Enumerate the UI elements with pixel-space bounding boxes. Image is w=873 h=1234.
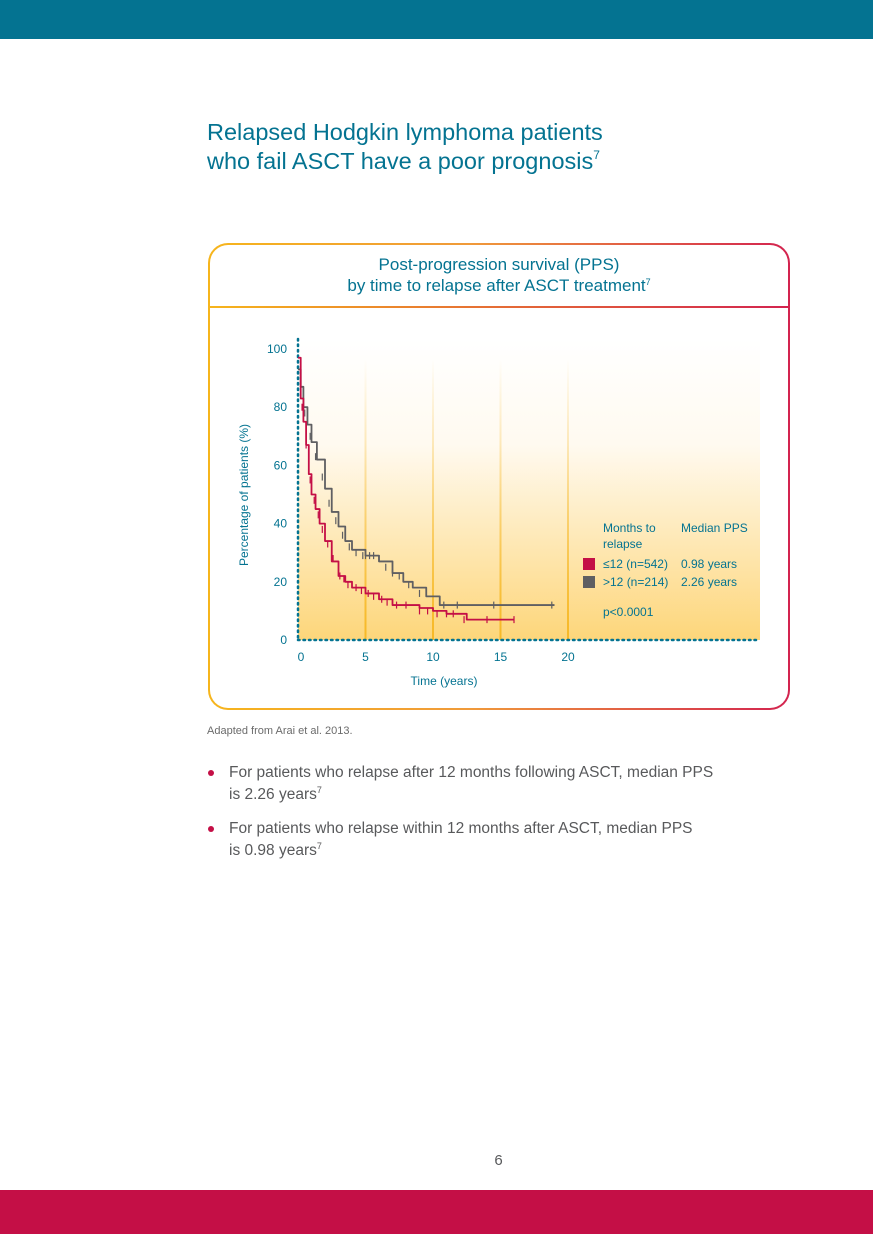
legend-header-months-line-2: relapse <box>603 537 643 551</box>
bullet-reference: 7 <box>316 785 322 795</box>
legend-header-median: Median PPS <box>681 521 748 535</box>
chart-panel: Post-progression survival (PPS) by time … <box>208 243 790 710</box>
source-note: Adapted from Arai et al. 2013. <box>207 725 353 737</box>
chart-title-line-2: by time to relapse after ASCT treatment <box>347 276 646 295</box>
chart-title-reference: 7 <box>645 277 651 287</box>
bottom-band <box>0 1190 873 1234</box>
y-axis-label: Percentage of patients (%) <box>237 424 251 566</box>
bullet-dot <box>208 826 214 832</box>
bullet-line-1: For patients who relapse after 12 months… <box>229 764 714 781</box>
legend-median-long-relapse: 2.26 years <box>681 575 737 589</box>
legend-label-long-relapse: >12 (n=214) <box>603 575 668 589</box>
legend-swatch-short-relapse <box>583 558 595 570</box>
legend-median-short-relapse: 0.98 years <box>681 557 737 571</box>
y-tick-label: 80 <box>274 400 288 414</box>
survival-chart: 0 20 40 60 80 100 0 5 10 15 20 Percentage of patie… <box>237 337 762 688</box>
bullet-item: For patients who relapse after 12 months… <box>207 762 767 806</box>
y-tick-label: 40 <box>274 517 288 531</box>
legend-swatch-long-relapse <box>583 576 595 588</box>
page-title: Relapsed Hodgkin lymphoma patients who f… <box>207 118 807 176</box>
x-tick-label: 20 <box>561 650 575 664</box>
bullet-line-2: is 0.98 years <box>229 842 317 859</box>
title-line-2: who fail ASCT have a poor prognosis <box>207 148 594 174</box>
bullet-dot <box>208 770 214 776</box>
x-gridline <box>364 359 367 640</box>
y-tick-label: 100 <box>267 342 287 356</box>
x-tick-label: 10 <box>426 650 440 664</box>
x-gridline <box>499 359 502 640</box>
chart-heading: Post-progression survival (PPS) by time … <box>210 245 788 308</box>
legend-header-months-line-1: Months to <box>603 521 656 535</box>
y-tick-label: 0 <box>280 633 287 647</box>
bullet-line-2: is 2.26 years <box>229 786 317 803</box>
title-reference: 7 <box>593 148 600 162</box>
page-number: 6 <box>494 1152 503 1169</box>
bullet-list: For patients who relapse after 12 months… <box>207 762 767 874</box>
title-line-1: Relapsed Hodgkin lymphoma patients <box>207 119 603 145</box>
chart-title-line-1: Post-progression survival (PPS) <box>378 255 620 274</box>
x-axis-label: Time (years) <box>411 674 478 688</box>
top-band <box>0 0 873 39</box>
x-gridline <box>432 359 434 640</box>
y-tick-label: 20 <box>274 575 288 589</box>
plot-background <box>298 339 760 640</box>
series-line-short-relapse <box>298 356 514 621</box>
bullet-item: For patients who relapse within 12 month… <box>207 818 767 862</box>
x-tick-label: 5 <box>362 650 369 664</box>
bullet-line-1: For patients who relapse within 12 month… <box>229 820 693 837</box>
legend-label-short-relapse: ≤12 (n=542) <box>603 557 668 571</box>
series-line-long-relapse <box>298 368 555 606</box>
y-tick-label: 60 <box>274 458 288 472</box>
bullet-reference: 7 <box>316 841 322 851</box>
x-tick-label: 0 <box>298 650 305 664</box>
p-value-note: p<0.0001 <box>603 605 654 619</box>
plot-area: 0 20 40 60 80 100 0 5 10 15 20 <box>267 337 762 664</box>
x-gridline <box>567 359 569 640</box>
x-tick-label: 15 <box>494 650 508 664</box>
